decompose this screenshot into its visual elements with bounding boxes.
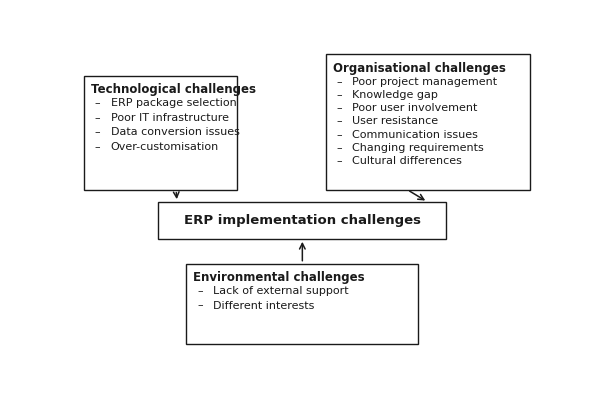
Text: Over-customisation: Over-customisation [111,142,219,152]
Text: Poor user involvement: Poor user involvement [352,103,477,113]
Text: –: – [95,98,101,108]
Text: –: – [95,127,101,137]
Text: ERP package selection: ERP package selection [111,98,237,108]
Text: –: – [95,113,101,123]
Bar [84,76,237,190]
Text: Lack of external support: Lack of external support [213,286,349,296]
Text: ERP implementation challenges: ERP implementation challenges [184,214,421,227]
Text: Data conversion issues: Data conversion issues [111,127,240,137]
Text: Environmental challenges: Environmental challenges [193,271,365,284]
Text: Organisational challenges: Organisational challenges [332,62,506,75]
Text: Changing requirements: Changing requirements [352,143,484,153]
Bar [158,202,446,239]
Text: –: – [197,286,202,296]
Text: –: – [336,103,342,113]
Text: Cultural differences: Cultural differences [352,156,462,166]
Text: –: – [336,77,342,87]
Bar [326,54,530,190]
Text: Different interests: Different interests [213,300,314,310]
Text: Technological challenges: Technological challenges [91,84,256,96]
Text: –: – [336,156,342,166]
Text: Poor IT infrastructure: Poor IT infrastructure [111,113,229,123]
Text: –: – [336,90,342,100]
Text: User resistance: User resistance [352,116,438,126]
Text: –: – [336,143,342,153]
Bar [186,264,418,344]
Text: Communication issues: Communication issues [352,130,478,140]
Text: Knowledge gap: Knowledge gap [352,90,438,100]
Text: –: – [197,300,202,310]
Text: Poor project management: Poor project management [352,77,497,87]
Text: –: – [336,130,342,140]
Text: –: – [336,116,342,126]
Text: –: – [95,142,101,152]
